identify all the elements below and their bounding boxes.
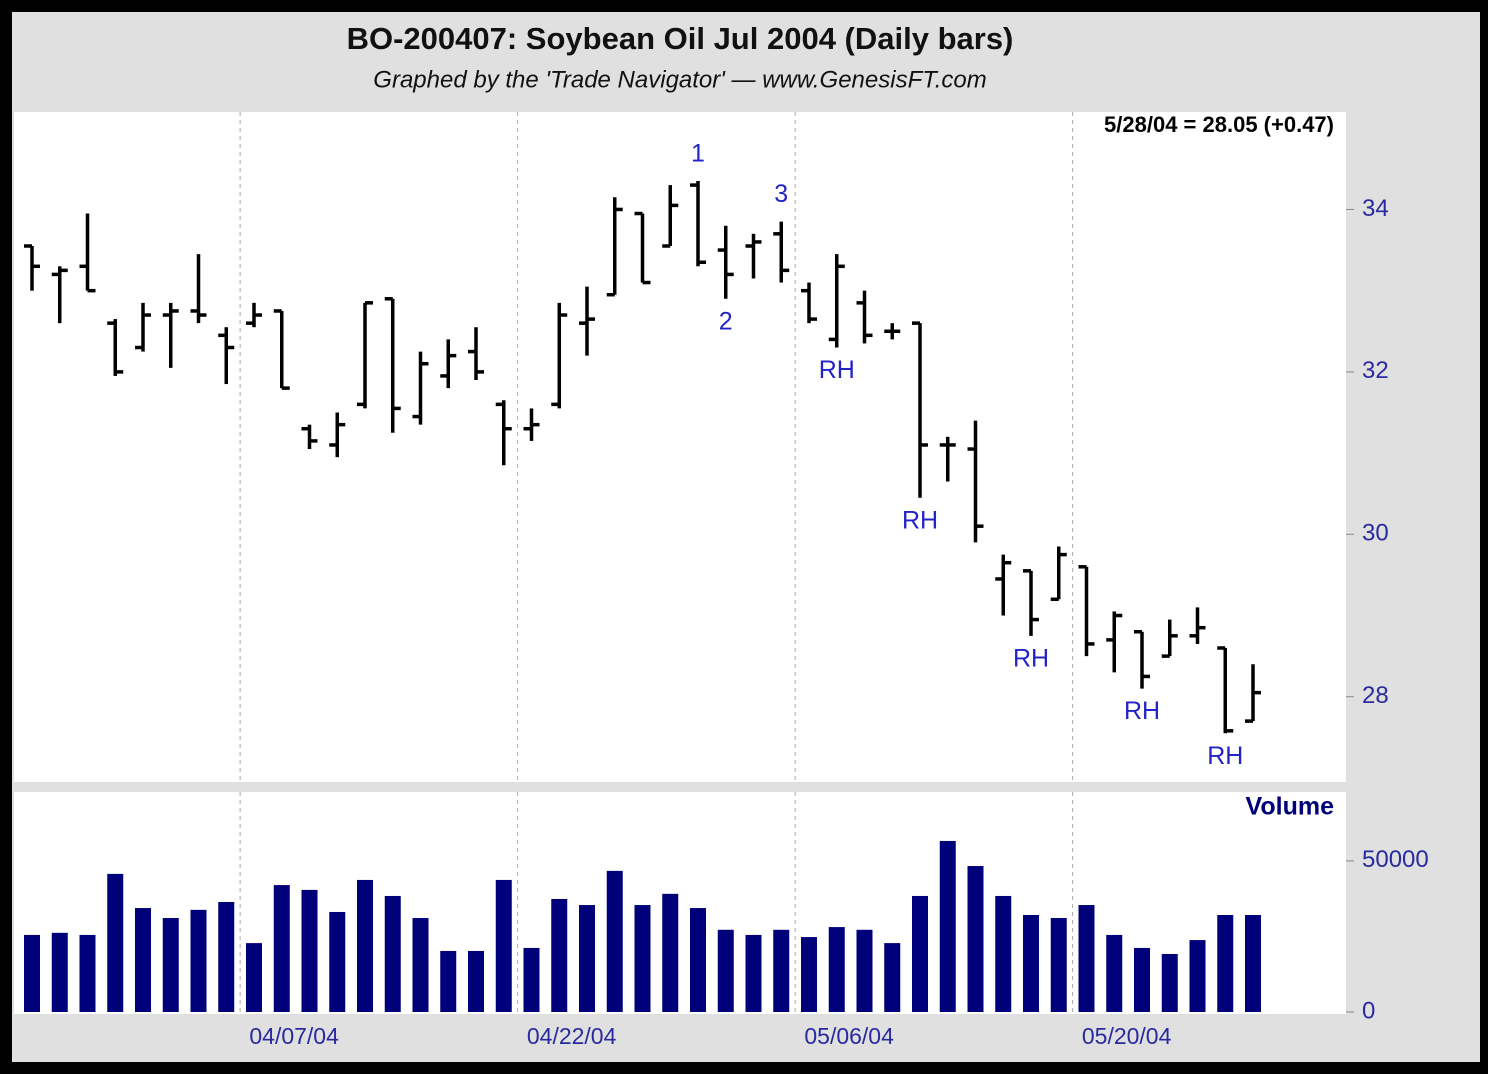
x-tick-label: 04/07/04 (249, 1023, 339, 1049)
price-panel (14, 112, 1346, 782)
y-tick-label: 50000 (1362, 846, 1429, 873)
volume-bar (717, 929, 734, 1012)
volume-bar (1050, 918, 1067, 1012)
volume-bar (856, 929, 873, 1012)
volume-bar (1161, 953, 1178, 1012)
volume-bar (995, 895, 1012, 1012)
volume-bar (162, 918, 179, 1012)
volume-bar (357, 879, 373, 1012)
y-tick-label: 34 (1362, 195, 1389, 222)
volume-bar (967, 866, 984, 1012)
volume-bar (1078, 905, 1095, 1012)
volume-bar (884, 943, 901, 1012)
volume-bar (301, 889, 318, 1012)
volume-bar (1134, 947, 1150, 1012)
volume-bar (1217, 914, 1234, 1012)
last-value-label: 5/28/04 = 28.05 (+0.47) (1104, 112, 1334, 137)
volume-bar (107, 873, 124, 1012)
annotation: RH (819, 356, 855, 384)
volume-bar (828, 927, 845, 1012)
volume-bar (412, 918, 429, 1012)
volume-bar (190, 909, 207, 1012)
annotation: 3 (774, 180, 788, 208)
volume-bar (218, 902, 235, 1012)
volume-bar (1245, 914, 1261, 1012)
volume-bar (1106, 934, 1123, 1012)
x-tick-label: 05/20/04 (1082, 1023, 1172, 1049)
volume-bar (329, 911, 346, 1012)
chart-title: BO-200407: Soybean Oil Jul 2004 (Daily b… (347, 21, 1014, 56)
y-tick-label: 28 (1362, 682, 1389, 709)
volume-bar (745, 934, 762, 1012)
volume-bar (523, 947, 540, 1012)
annotation: 2 (719, 307, 733, 335)
volume-bar (662, 893, 679, 1012)
volume-bar (939, 840, 956, 1012)
volume-bar (384, 895, 401, 1012)
volume-bar (273, 885, 290, 1012)
volume-bar (135, 908, 151, 1012)
volume-bar (51, 932, 68, 1012)
volume-bar (690, 908, 706, 1012)
volume-bar (606, 870, 623, 1012)
volume-bar (912, 895, 928, 1012)
volume-bar (1023, 914, 1039, 1012)
volume-bar (801, 937, 817, 1012)
y-tick-label: 30 (1362, 520, 1389, 547)
volume-bar (634, 905, 651, 1012)
volume-bar (1189, 940, 1206, 1012)
volume-panel (14, 792, 1346, 1014)
x-tick-label: 04/22/04 (527, 1023, 617, 1049)
x-tick-label: 05/06/04 (804, 1023, 894, 1049)
annotation: RH (902, 506, 938, 534)
volume-bar (440, 950, 457, 1012)
annotation: 1 (691, 140, 705, 168)
volume-bar (79, 934, 96, 1012)
chart-subtitle: Graphed by the 'Trade Navigator' — www.G… (373, 66, 986, 93)
y-tick-label: 32 (1362, 357, 1389, 384)
annotation: RH (1013, 644, 1049, 672)
volume-bar (246, 943, 262, 1012)
volume-bar (579, 905, 595, 1012)
volume-bar (24, 934, 40, 1012)
volume-bar (468, 950, 484, 1012)
annotation: RH (1124, 697, 1160, 725)
volume-title: Volume (1246, 793, 1335, 821)
volume-bar (551, 898, 568, 1012)
annotation: RH (1207, 742, 1243, 770)
volume-bar (773, 929, 790, 1012)
volume-bar (495, 879, 512, 1012)
y-tick-label: 0 (1362, 997, 1375, 1024)
